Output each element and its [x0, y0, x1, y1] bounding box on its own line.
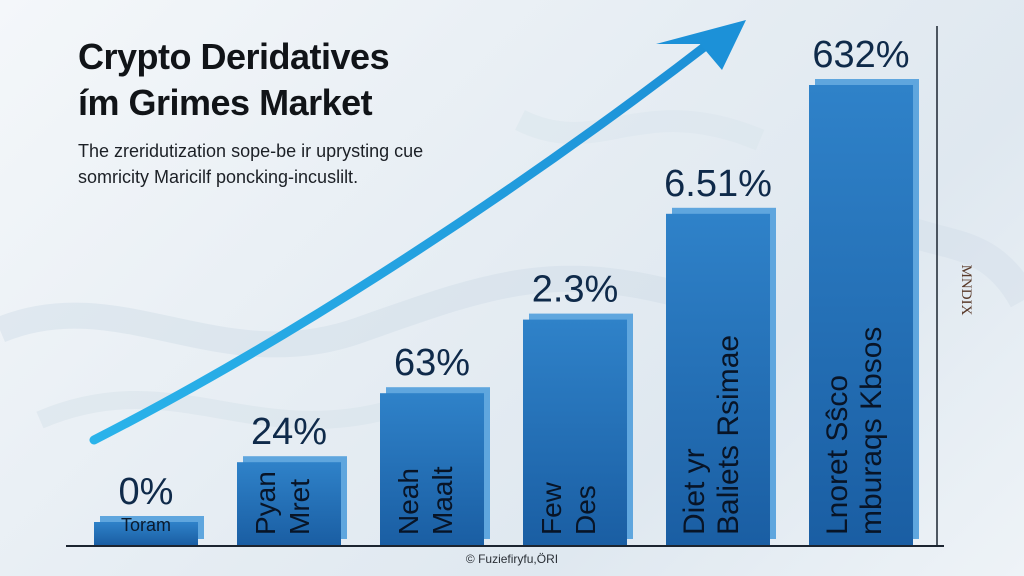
- subtitle-line-1: The zreridutization sope-be ir uprysting…: [78, 141, 424, 161]
- bar: [666, 213, 770, 546]
- bar-value-label: 6.51%: [664, 163, 772, 205]
- bar-category-label: Des: [570, 485, 601, 535]
- bar-group: 63% Neah Maalt: [380, 342, 490, 545]
- bar: [237, 462, 341, 545]
- title-line-1: Crypto Deridatives: [78, 36, 390, 77]
- bar-category-label: Few: [536, 481, 567, 535]
- bar-group: 0%Toram: [94, 471, 204, 545]
- bar-category-label: Lnoret Sŝco: [821, 375, 854, 535]
- bar-category-label: mburaqs Kbsos: [855, 327, 888, 535]
- bar: [809, 85, 913, 545]
- bar-group: 2.3% Few Des: [523, 269, 633, 545]
- bar-category-label: Neah: [393, 468, 424, 535]
- bar-group: 24% Pyan Mret: [237, 411, 347, 545]
- subtitle: The zreridutization sope-be ir uprysting…: [78, 138, 478, 190]
- bar-value-label: 63%: [394, 342, 470, 384]
- bar-value-label: 24%: [251, 411, 327, 453]
- bars-layer: 0%Toram 24% Pyan Mret 63% Neah Maalt 2.3% Few Des…: [94, 34, 919, 546]
- subtitle-line-2: somricity Maricilf poncking-incuslilt.: [78, 167, 359, 187]
- bar-category-label: Toram: [121, 515, 171, 535]
- trend-arrow-head: [656, 20, 746, 70]
- bar: [523, 319, 627, 545]
- title-line-2: ím Grimes Market: [78, 82, 373, 123]
- bar-category-label: Baliets Rsimae: [712, 335, 745, 535]
- bar-value-label: 632%: [812, 34, 909, 76]
- bar: [94, 522, 198, 545]
- trend-arrow-line: [89, 33, 721, 445]
- y-axis-label: MNDIX: [958, 265, 974, 316]
- watermark: © Fuziefiryfu,ÖRI: [465, 552, 559, 566]
- bar-group: 6.51% Diet yr Baliets Rsimae: [664, 163, 776, 546]
- bar-category-label: Diet yr: [678, 448, 711, 535]
- bar-category-label: Mret: [284, 479, 315, 535]
- trend-arrow: [89, 20, 746, 445]
- bar: [380, 393, 484, 545]
- bar-group: 632% Lnoret Sŝco mburaqs Kbsos: [809, 34, 919, 545]
- bar-value-label: 2.3%: [532, 269, 619, 311]
- bar-value-label: 0%: [119, 471, 174, 513]
- title-block: Crypto Deridatives ím Grimes Market: [78, 34, 508, 126]
- bar-category-label: Pyan: [250, 471, 281, 535]
- bar-category-label: Maalt: [427, 466, 458, 535]
